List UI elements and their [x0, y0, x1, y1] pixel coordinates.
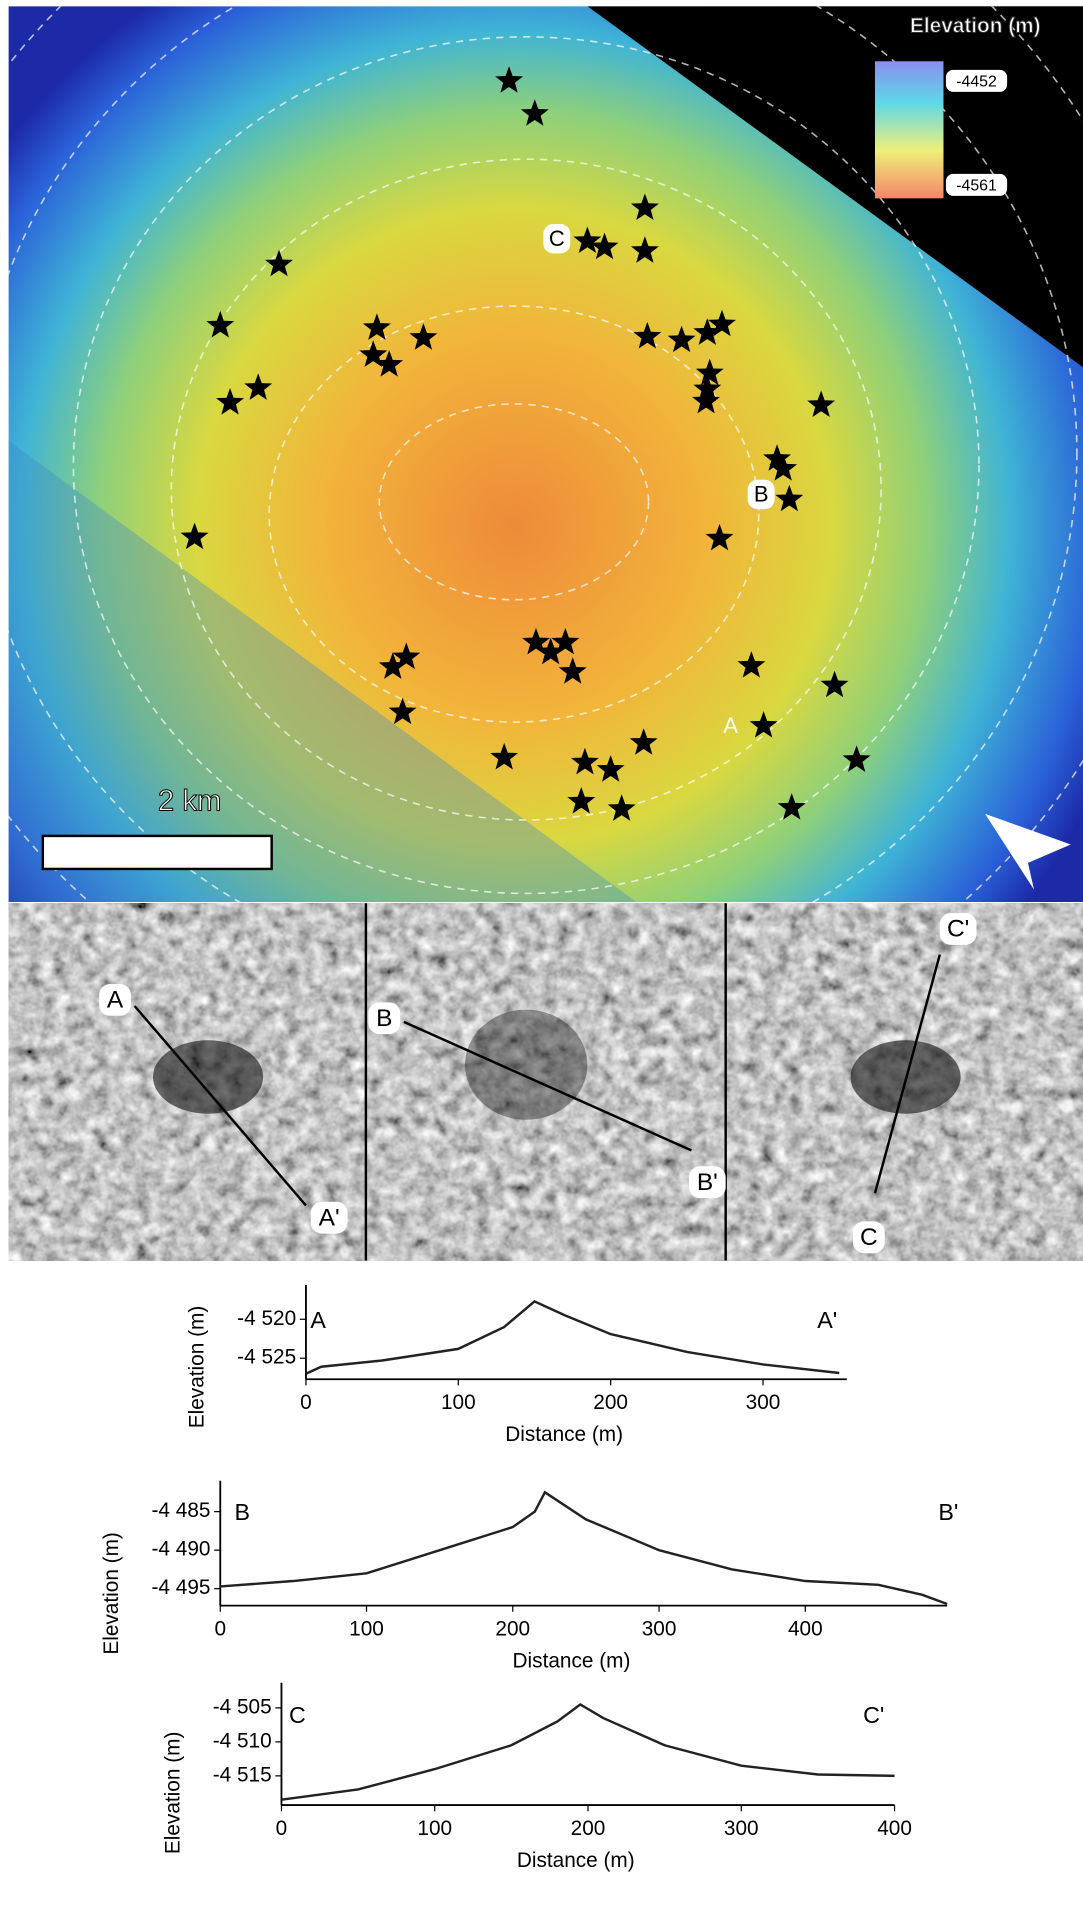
site-label: B: [754, 482, 769, 507]
colorbar-min: -4561: [956, 177, 997, 194]
y-axis-label: Elevation (m): [161, 1732, 184, 1855]
x-tick-label: 0: [300, 1391, 312, 1414]
y-tick-label: -4 495: [152, 1576, 211, 1599]
scale-label: 2 km: [158, 785, 222, 818]
x-tick-label: 200: [495, 1618, 530, 1641]
x-tick-label: 0: [276, 1817, 288, 1840]
x-tick-label: 400: [877, 1817, 912, 1840]
x-tick-label: 200: [571, 1817, 606, 1840]
panel-label: B': [697, 1169, 718, 1196]
colorbar: [875, 61, 944, 198]
profile-annotation: B': [938, 1499, 958, 1525]
profile-annotation: B: [235, 1499, 251, 1525]
x-axis-label: Distance (m): [505, 1423, 623, 1446]
site-label: A: [723, 713, 738, 738]
y-tick-label: -4 515: [213, 1763, 272, 1786]
x-tick-label: 300: [746, 1391, 781, 1414]
x-axis-label: Distance (m): [517, 1849, 635, 1872]
x-tick-label: 200: [593, 1391, 628, 1414]
x-axis-label: Distance (m): [513, 1649, 631, 1672]
y-tick-label: -4 490: [152, 1538, 211, 1561]
x-tick-label: 100: [349, 1618, 384, 1641]
x-tick-label: 300: [642, 1618, 677, 1641]
x-tick-label: 100: [441, 1391, 476, 1414]
colorbar-title: Elevation (m): [910, 15, 1041, 38]
profile-line: [281, 1705, 894, 1800]
figure: Elevation (m) -4452 -4561 C B A 2 km A A…: [0, 0, 1083, 1919]
profile-line: [220, 1492, 947, 1604]
y-tick-label: -4 485: [152, 1499, 211, 1522]
profile-annotation: C': [863, 1702, 884, 1728]
panel-label: B: [376, 1005, 392, 1032]
panel-label: A: [107, 987, 124, 1014]
y-tick-label: -4 510: [213, 1729, 272, 1752]
y-tick-label: -4 505: [213, 1695, 272, 1718]
profile-annotation: A': [817, 1307, 837, 1333]
y-tick-label: -4 525: [237, 1346, 296, 1369]
x-tick-label: 400: [788, 1618, 823, 1641]
panel-label: C': [947, 916, 969, 943]
y-axis-label: Elevation (m): [186, 1306, 209, 1429]
profile-annotation: C: [289, 1702, 306, 1728]
x-tick-label: 0: [214, 1618, 226, 1641]
site-label: C: [549, 226, 565, 251]
profile-annotation: A: [310, 1307, 326, 1333]
scale-bar: [43, 836, 272, 869]
y-axis-label: Elevation (m): [100, 1532, 123, 1655]
image-panels: A A' B B' C' C: [9, 903, 1083, 1260]
panel-label: A': [319, 1204, 340, 1231]
colorbar-max: -4452: [956, 73, 997, 90]
profile-line: [306, 1301, 839, 1373]
x-tick-label: 100: [417, 1817, 452, 1840]
x-tick-label: 300: [724, 1817, 759, 1840]
y-tick-label: -4 520: [237, 1307, 296, 1330]
panel-label: C: [860, 1224, 878, 1251]
